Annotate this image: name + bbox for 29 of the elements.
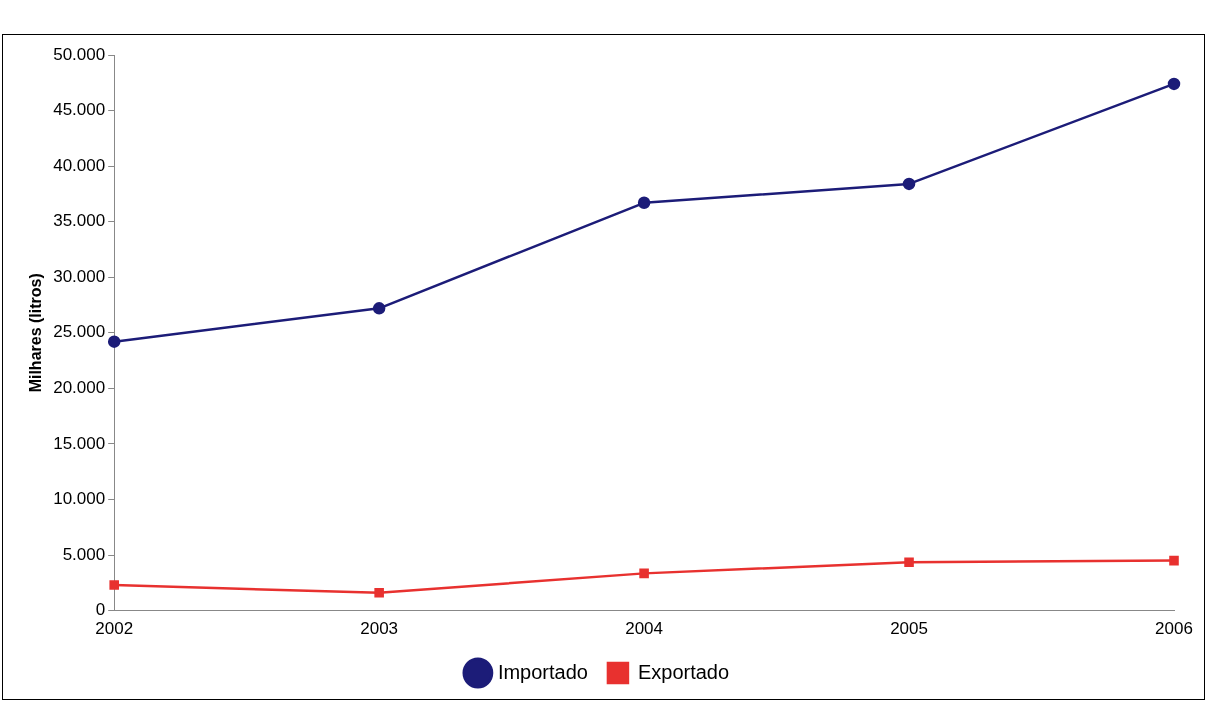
y-tick-label: 0 (95, 600, 106, 620)
x-tick-label: 2005 (890, 619, 928, 639)
x-tick-label: 2002 (95, 619, 134, 639)
y-tick-label: 20.000 (53, 378, 106, 398)
point (904, 557, 914, 568)
x-tick-label: 2003 (360, 619, 399, 639)
point (107, 335, 121, 348)
point (1169, 555, 1179, 566)
y-tick-label: 30.000 (53, 266, 106, 286)
y-axis-title: Milhares (litros) (27, 273, 45, 393)
y-tick-label: 35.000 (53, 211, 106, 231)
point (374, 588, 384, 598)
y-tick-label: 10.000 (53, 489, 106, 509)
y-tick-label: 5.000 (62, 544, 106, 564)
x-tick-label: 2006 (1155, 619, 1193, 639)
y-tick-label: 15.000 (53, 433, 106, 453)
point (109, 580, 119, 590)
point (902, 177, 916, 191)
y-tick-label: 25.000 (53, 322, 106, 342)
y-tick-label: 45.000 (53, 100, 106, 120)
y-tick-label: 50.000 (53, 44, 106, 64)
y-tick-label: 40.000 (53, 155, 106, 175)
point (372, 302, 386, 315)
legend-label: Importado (497, 660, 588, 683)
x-tick-label: 2004 (625, 619, 664, 639)
legend-label: Exportado (637, 660, 730, 683)
point (637, 196, 651, 210)
point (1167, 77, 1181, 91)
point (639, 568, 649, 579)
